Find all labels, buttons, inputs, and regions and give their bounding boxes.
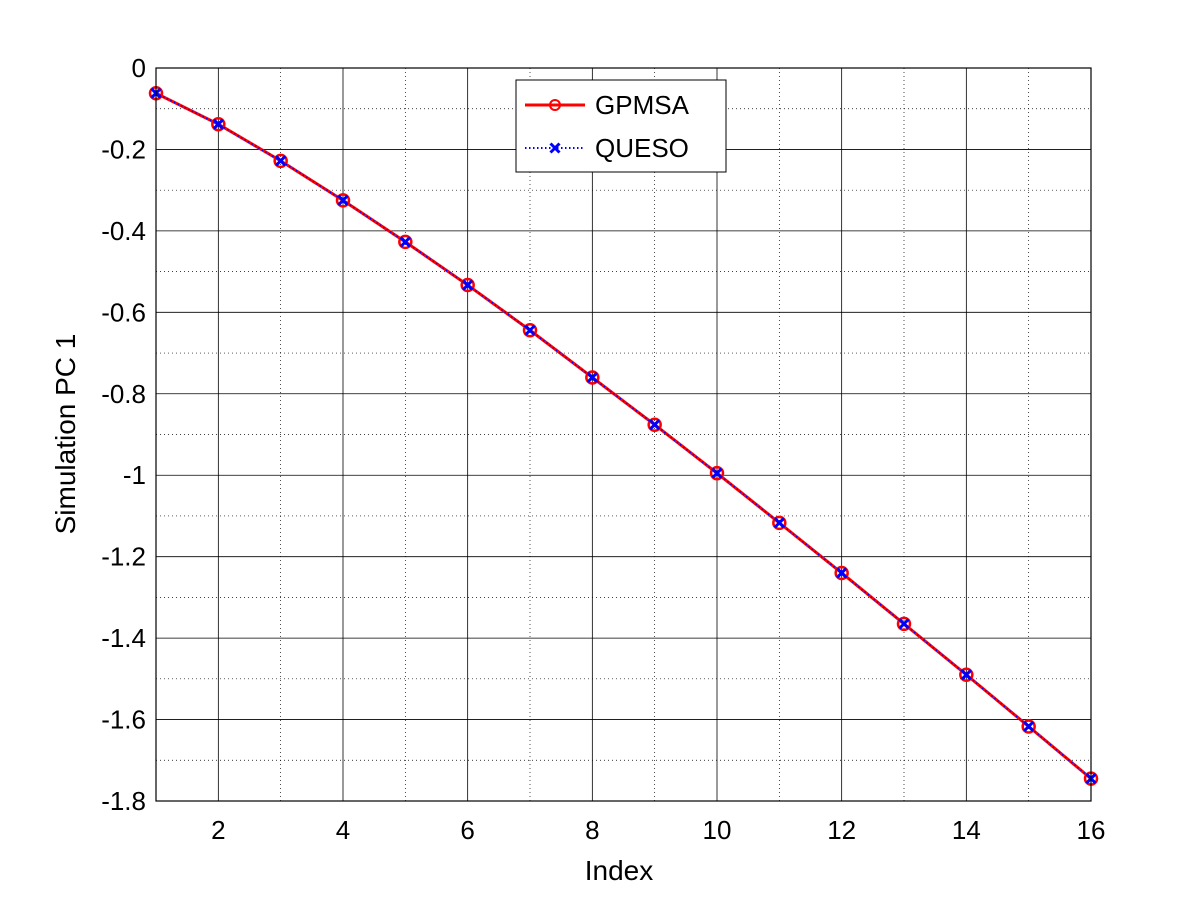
series-queso-point [836, 567, 848, 579]
series-queso-point [773, 517, 785, 529]
series-queso-point [586, 371, 598, 384]
series-gpmsa-point [896, 616, 912, 632]
legend: GPMSA QUESO [515, 79, 727, 173]
series-queso-point [524, 324, 536, 336]
series-queso-point [898, 618, 910, 630]
series-gpmsa-point [273, 153, 288, 169]
series-queso-point [711, 467, 723, 479]
series-gpmsa-point [522, 323, 538, 338]
plot-area [156, 68, 1091, 801]
legend-item-queso: QUESO [525, 133, 689, 163]
y-tick-label: -1 [123, 460, 146, 490]
legend-box [515, 79, 727, 173]
x-tick-label: 6 [460, 815, 474, 845]
plot-frame [155, 67, 1092, 802]
y-tick-label: -0.4 [101, 216, 146, 246]
x-tick-label: 2 [211, 815, 225, 845]
series-layer [148, 85, 1099, 786]
x-tick-label: 16 [1077, 815, 1106, 845]
legend-queso-marker [549, 142, 561, 154]
series-gpmsa-point [1021, 719, 1036, 734]
x-tick-label: 10 [703, 815, 732, 845]
series-queso-line [155, 92, 1092, 780]
y-tick-label: -1.4 [101, 623, 146, 653]
series-queso [150, 87, 1097, 785]
y-axis-ticks: 0 -0.2 -0.4 -0.6 -0.8 -1 -1.2 -1.4 -1.6 -1.8 [101, 53, 146, 816]
series-queso-point [399, 236, 411, 248]
series-gpmsa-point [585, 370, 600, 385]
series-gpmsa-point [460, 277, 475, 293]
series-queso-point [960, 669, 972, 681]
legend-gpmsa-marker [549, 99, 561, 111]
series-queso-point [212, 118, 224, 130]
x-tick-label: 4 [336, 815, 350, 845]
x-axis-ticks: 2 4 6 8 10 12 14 16 [211, 815, 1105, 845]
legend-item-gpmsa: GPMSA [525, 90, 690, 120]
x-tick-label: 14 [952, 815, 981, 845]
y-tick-label: -1.2 [101, 542, 146, 572]
series-gpmsa-point [959, 667, 974, 683]
series-gpmsa-point [709, 465, 725, 481]
y-tick-label: -1.8 [101, 786, 146, 816]
series-queso-point [649, 419, 661, 431]
series-queso-point [275, 155, 287, 167]
y-tick-label: -1.6 [101, 705, 146, 735]
series-queso-point [337, 194, 349, 206]
series-gpmsa-point [335, 193, 351, 208]
series-gpmsa-point [772, 515, 787, 531]
series-gpmsa-point [834, 565, 849, 581]
y-tick-label: -0.6 [101, 297, 146, 327]
x-tick-label: 12 [827, 815, 856, 845]
legend-gpmsa-label: GPMSA [595, 90, 690, 120]
y-tick-label: -0.8 [101, 379, 146, 409]
y-tick-label: 0 [132, 53, 146, 83]
y-tick-label: -0.2 [101, 134, 146, 164]
x-tick-label: 8 [585, 815, 599, 845]
y-axis-label: Simulation PC 1 [50, 334, 81, 535]
series-gpmsa-point [398, 234, 413, 250]
series-gpmsa-point [647, 417, 662, 432]
series-queso-point [1023, 720, 1035, 733]
series-queso-point [462, 279, 474, 291]
series-gpmsa-point [211, 116, 226, 132]
legend-queso-label: QUESO [595, 133, 689, 163]
x-axis-label: Index [585, 855, 654, 886]
